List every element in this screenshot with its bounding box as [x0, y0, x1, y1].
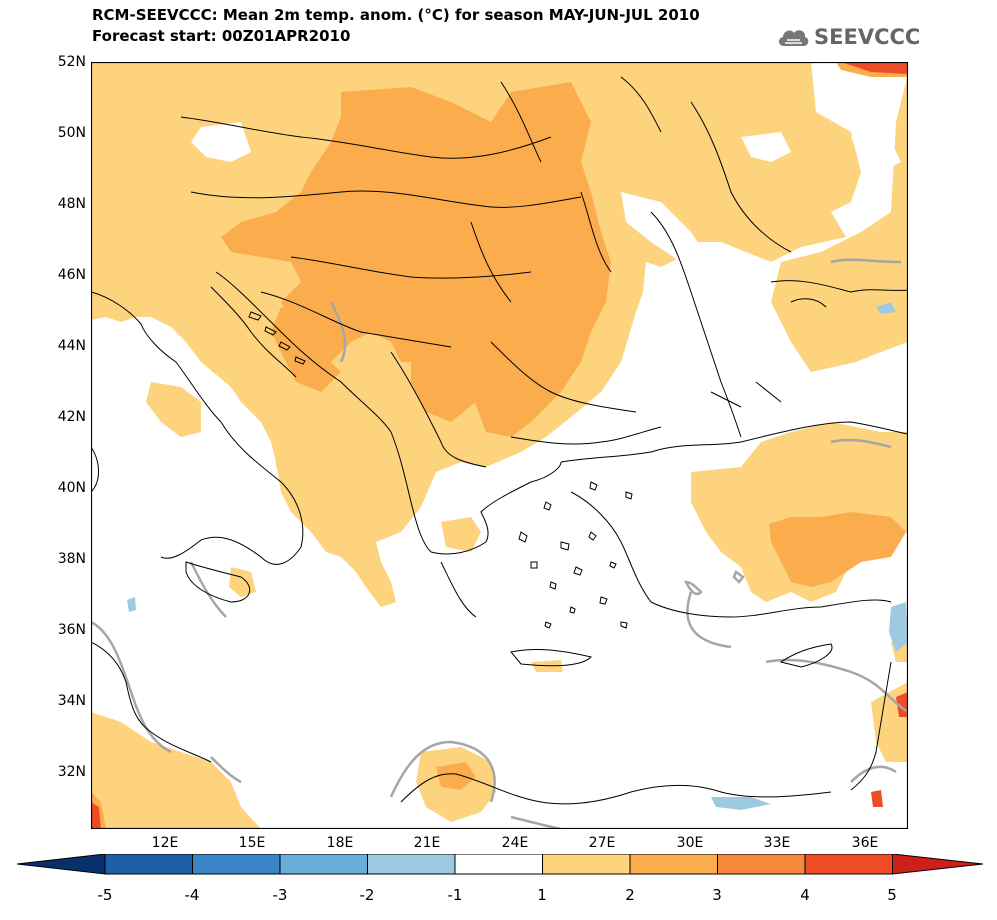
colorbar-bin-6	[542, 854, 631, 875]
colorbar-label-minus3: -3	[272, 886, 288, 904]
lat-label-32n: 32N	[57, 764, 86, 780]
colorbar-label-minus2: -2	[359, 886, 375, 904]
colorbar-bin-9	[804, 854, 893, 875]
zero-contour-lines	[91, 258, 908, 829]
colorbar-bin-2	[192, 854, 281, 875]
colorbar-bin-7	[629, 854, 718, 875]
logo-text: SEEVCCC	[814, 25, 921, 49]
lat-label-46n: 46N	[57, 267, 86, 283]
lon-label-24e: 24E	[501, 835, 529, 851]
colorbar-bin-4	[367, 854, 456, 875]
cloud-icon	[778, 30, 809, 46]
colorbar-bin-1	[104, 854, 193, 875]
colorbar-label-minus5: -5	[97, 886, 113, 904]
lon-label-12e: 12E	[151, 835, 179, 851]
colorbar-label-2: 2	[625, 886, 635, 904]
forecast-start: Forecast start: 00Z01APR2010	[92, 27, 351, 45]
lat-label-42n: 42N	[57, 409, 86, 425]
lon-label-33e: 33E	[763, 835, 791, 851]
map-title: RCM-SEEVCCC: Mean 2m temp. anom. (°C) fo…	[92, 6, 700, 24]
colorbar-bin-3	[279, 854, 368, 875]
neutral-patches	[191, 122, 901, 544]
lat-label-52n: 52N	[57, 54, 86, 70]
lon-label-18e: 18E	[326, 835, 354, 851]
lat-label-34n: 34N	[57, 693, 86, 709]
lat-label-48n: 48N	[57, 196, 86, 212]
lat-label-44n: 44N	[57, 338, 86, 354]
colorbar	[17, 854, 983, 875]
colorbar-label-4: 4	[800, 886, 810, 904]
colorbar-label-5: 5	[887, 886, 897, 904]
coastlines-and-borders	[91, 76, 908, 805]
lon-label-21e: 21E	[413, 835, 441, 851]
map-frame	[91, 62, 908, 829]
lat-label-50n: 50N	[57, 125, 86, 141]
temperature-anomaly-map	[91, 62, 908, 829]
lon-label-30e: 30E	[676, 835, 704, 851]
lon-label-36e: 36E	[851, 835, 879, 851]
lon-label-15e: 15E	[238, 835, 266, 851]
colorbar-below-min	[17, 854, 106, 875]
lat-label-36n: 36N	[57, 622, 86, 638]
lat-label-38n: 38N	[57, 551, 86, 567]
lat-label-40n: 40N	[57, 480, 86, 496]
colorbar-label-minus4: -4	[184, 886, 200, 904]
seevccc-logo: SEEVCCC	[776, 24, 920, 50]
colorbar-label-minus1: -1	[447, 886, 463, 904]
colorbar-label-3: 3	[712, 886, 722, 904]
colorbar-bin-5	[454, 854, 543, 875]
anomaly-negative-shading	[127, 302, 908, 810]
colorbar-bin-8	[717, 854, 806, 875]
colorbar-above-max	[892, 854, 983, 875]
colorbar-label-1: 1	[537, 886, 547, 904]
lon-label-27e: 27E	[588, 835, 616, 851]
